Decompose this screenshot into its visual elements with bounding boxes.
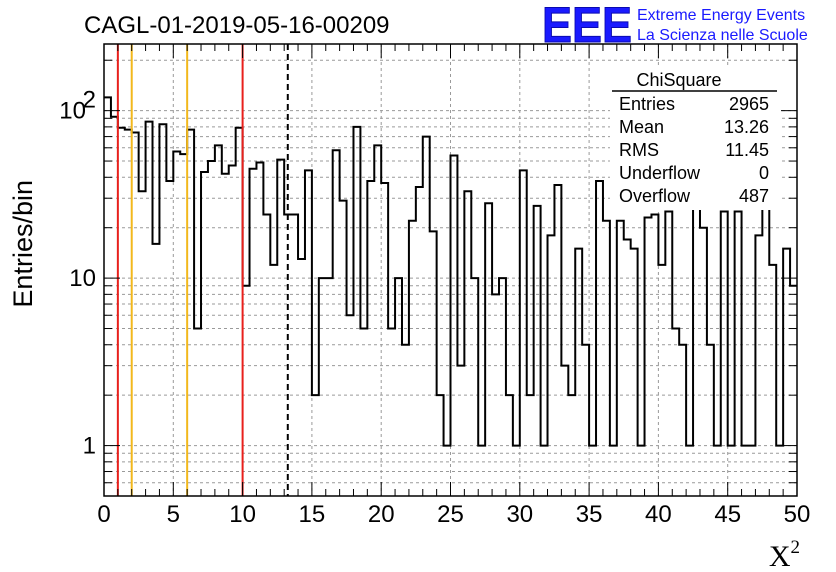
x-tick-label: 30 xyxy=(506,501,533,528)
y-axis-label: Entries/bin xyxy=(8,180,38,308)
x-tick-label: 45 xyxy=(714,501,741,528)
y-tick-label: 1 xyxy=(83,433,96,460)
x-tick-label: 50 xyxy=(784,501,811,528)
stats-row-value: 2965 xyxy=(729,94,769,114)
stats-box-title: ChiSquare xyxy=(636,70,721,90)
x-tick-label: 35 xyxy=(576,501,603,528)
histogram-outline xyxy=(104,96,797,447)
stats-row-label: RMS xyxy=(619,140,659,160)
stats-box: ChiSquare Entries 2965 Mean 13.26 RMS 11.45 Un… xyxy=(610,66,780,210)
y-tick-label-exponent: 2 xyxy=(83,87,96,114)
y-tick-label: 10 xyxy=(59,98,86,125)
stats-row-value: 13.26 xyxy=(724,117,769,137)
stats-box-background xyxy=(610,66,780,210)
x-tick-label: 15 xyxy=(299,501,326,528)
stats-row-value: 11.45 xyxy=(725,140,769,160)
x-axis-label-base: X xyxy=(769,540,791,572)
tick-marks-layer xyxy=(103,44,798,496)
stats-row-label: Overflow xyxy=(619,186,691,206)
x-tick-label: 20 xyxy=(368,501,395,528)
stats-rows: Entries 2965 Mean 13.26 RMS 11.45 Underflow 0 Ov… xyxy=(619,94,769,206)
eee-logo-line2: La Scienza nelle Scuole xyxy=(637,27,808,44)
reference-lines-layer xyxy=(116,44,289,496)
stats-row-label: Mean xyxy=(619,117,664,137)
y-tick-label: 10 xyxy=(69,265,96,292)
x-tick-label: 25 xyxy=(437,501,464,528)
eee-logo-mark: EEE xyxy=(542,0,632,53)
x-tick-label: 0 xyxy=(97,501,110,528)
x-tick-label: 10 xyxy=(229,501,256,528)
stats-row-value: 0 xyxy=(759,163,769,183)
x-tick-label: 40 xyxy=(645,501,672,528)
x-axis-label-superscript: 2 xyxy=(791,537,801,558)
eee-logo-line1: Extreme Energy Events xyxy=(637,7,805,24)
stats-row-value: 487 xyxy=(739,186,769,206)
x-axis-label: X2 xyxy=(769,537,800,572)
stats-row-label: Entries xyxy=(619,94,675,114)
x-tick-label: 5 xyxy=(167,501,180,528)
stats-row-label: Underflow xyxy=(619,163,701,183)
chart-title: CAGL-01-2019-05-16-00209 xyxy=(84,12,390,39)
histogram-layer xyxy=(104,96,797,447)
eee-logo: EEE Extreme Energy Events La Scienza nel… xyxy=(542,0,808,54)
